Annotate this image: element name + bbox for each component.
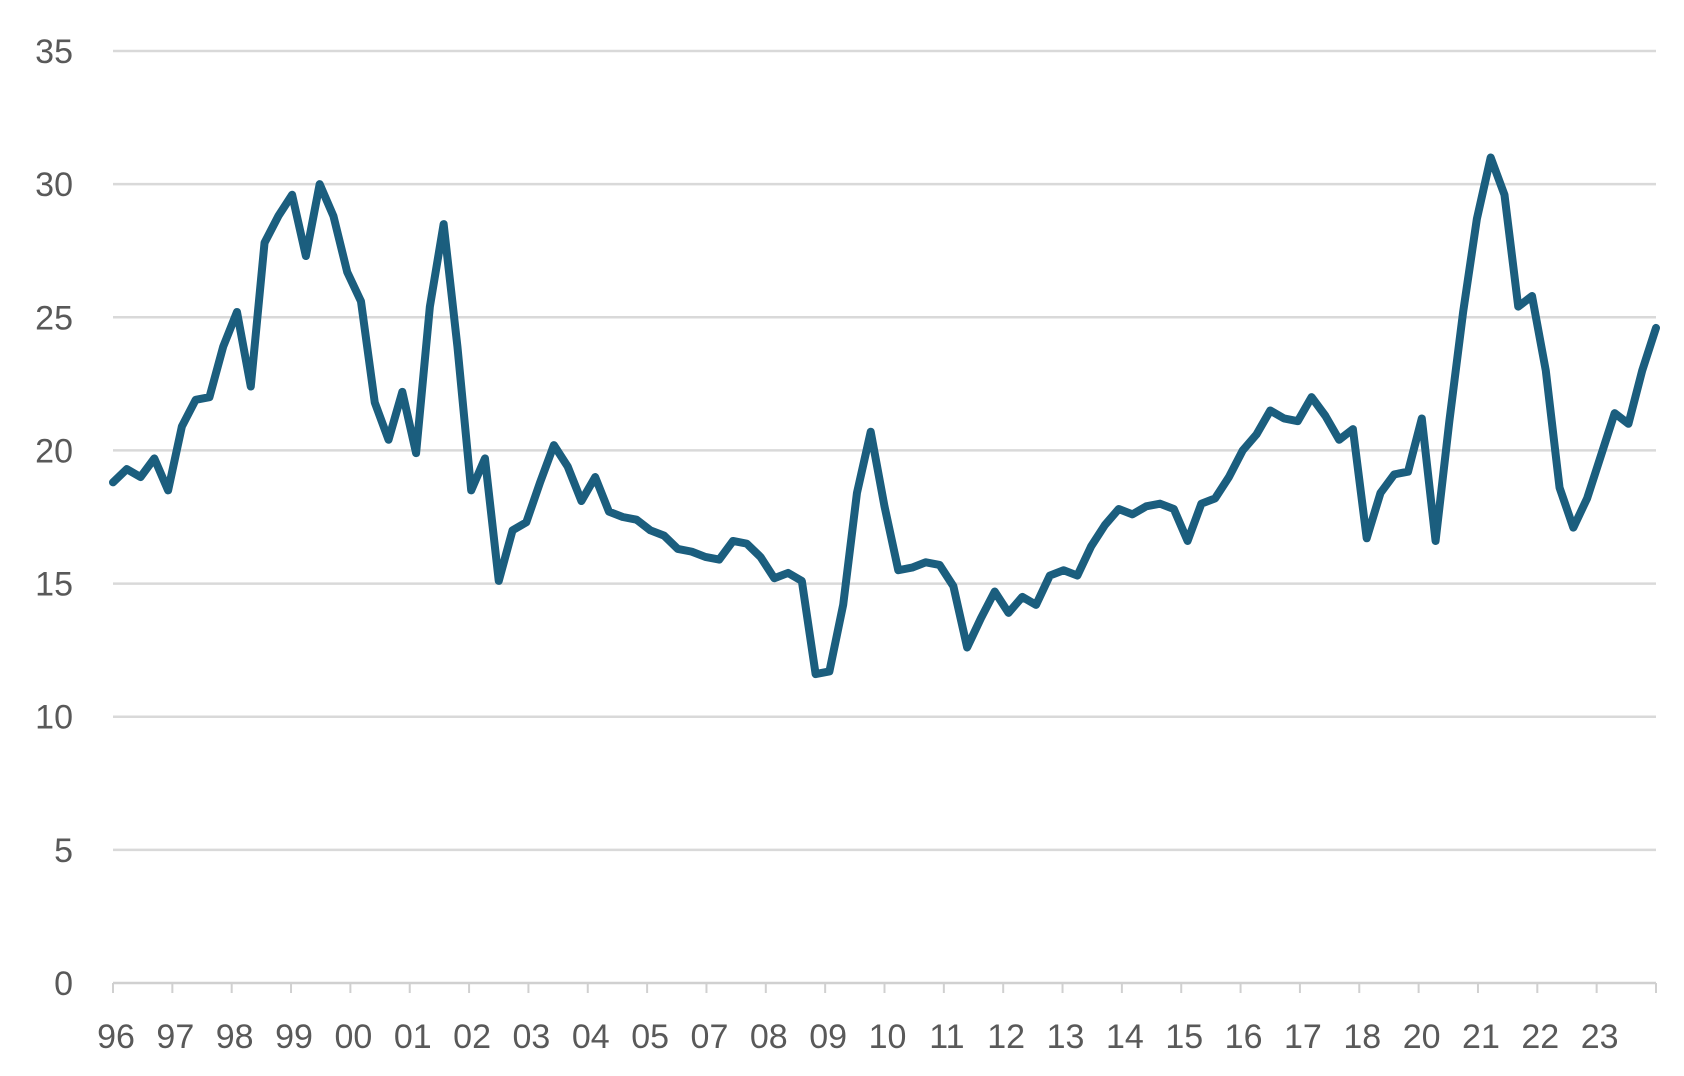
series-layer bbox=[109, 153, 1660, 679]
x-tick-label: 97 bbox=[156, 1018, 194, 1056]
x-tick-label: 05 bbox=[631, 1018, 669, 1056]
y-tick-label: 5 bbox=[54, 832, 73, 870]
x-tick-label: 18 bbox=[1343, 1018, 1381, 1056]
x-tick-label: 23 bbox=[1581, 1018, 1619, 1056]
x-tick-label: 01 bbox=[394, 1018, 432, 1056]
x-tick-label: 12 bbox=[987, 1018, 1025, 1056]
y-tick-label: 20 bbox=[35, 432, 73, 470]
y-tick-label: 25 bbox=[35, 299, 73, 337]
x-tick-label: 20 bbox=[1403, 1018, 1441, 1056]
y-tick-label: 15 bbox=[35, 566, 73, 604]
x-tick-label: 02 bbox=[453, 1018, 491, 1056]
x-tick-label: 96 bbox=[97, 1018, 135, 1056]
x-tick-label: 16 bbox=[1225, 1018, 1263, 1056]
x-axis: 96 97 98 99 00 01 02 03 04 05 07 08 09 10 11 12 13 14 15 16… bbox=[97, 981, 1657, 1056]
y-tick-label: 35 bbox=[35, 33, 73, 71]
y-tick-label: 30 bbox=[35, 166, 73, 204]
x-tick-label: 13 bbox=[1047, 1018, 1085, 1056]
x-tick-label: 00 bbox=[334, 1018, 372, 1056]
x-tick-label: 03 bbox=[513, 1018, 551, 1056]
x-tick-label: 21 bbox=[1462, 1018, 1500, 1056]
x-tick-label: 10 bbox=[869, 1018, 907, 1056]
x-tick-label: 08 bbox=[750, 1018, 788, 1056]
x-tick-label: 15 bbox=[1165, 1018, 1203, 1056]
x-tick-label: 04 bbox=[572, 1018, 610, 1056]
x-tick-label: 07 bbox=[691, 1018, 729, 1056]
series-line-0 bbox=[109, 153, 1660, 679]
x-tick-label: 17 bbox=[1284, 1018, 1322, 1056]
y-tick-label: 10 bbox=[35, 699, 73, 737]
x-tick-label: 11 bbox=[929, 1018, 964, 1056]
y-tick-label: 0 bbox=[54, 965, 73, 1003]
x-tick-label: 22 bbox=[1521, 1018, 1559, 1056]
gridlines bbox=[113, 49, 1656, 852]
x-tick-label: 98 bbox=[216, 1018, 254, 1056]
y-axis-tick-labels: 0 5 10 15 20 25 30 35 bbox=[35, 33, 73, 1003]
x-tick-label: 99 bbox=[275, 1018, 313, 1056]
x-tick-label: 14 bbox=[1106, 1018, 1144, 1056]
x-tick-label: 09 bbox=[809, 1018, 847, 1056]
